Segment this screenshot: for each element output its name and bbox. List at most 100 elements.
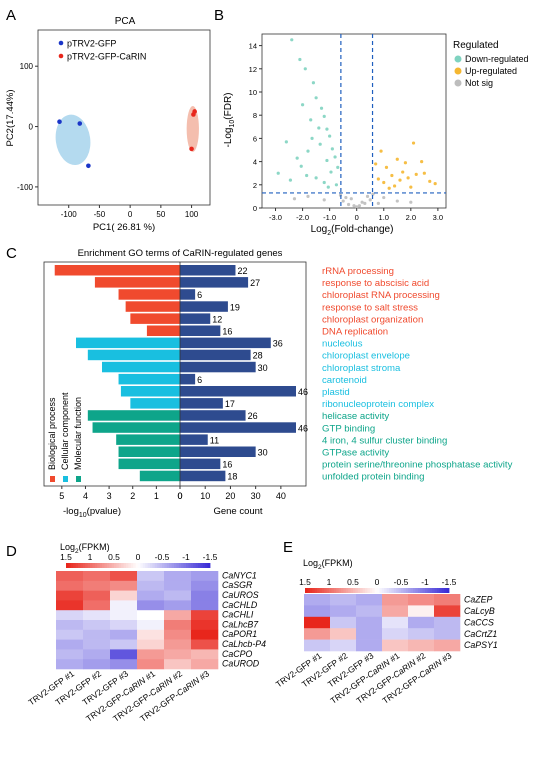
pca-y-tick-label: 0 [29,123,34,132]
volcano-point [298,57,302,62]
heatmap-cell [191,639,219,650]
volcano-threshold-lines [262,34,446,208]
color-scale-label: 1.5 [299,577,311,587]
category-swatch-cc [63,476,68,482]
gene-label: CaLhcB7 [222,619,259,629]
pca-ylabel: PC2(17.44%) [5,89,16,146]
go-pvalue-bar [125,301,180,312]
color-scale-step [111,563,115,568]
volcano-y-tick-label: 4 [253,158,257,167]
heatmap-cell [434,639,461,652]
volcano-point [334,183,339,187]
color-scale-step [68,563,72,568]
heatmap-cell [356,616,383,629]
color-scale-step [381,588,385,593]
go-count-label: 17 [225,399,235,409]
color-scale-step [386,588,390,593]
color-scale-step [415,588,419,593]
volcano-point [384,165,389,169]
go-right-tick-label: 30 [251,491,261,501]
panel-e-heatmap [304,594,461,652]
go-category-legend: Biological process Cellular component Mo… [47,392,83,482]
color-scale-step [176,563,180,568]
volcano-point [420,160,424,164]
gene-label: CaPSY1 [464,640,498,650]
legend-marker-pTRV2-GFP-CaRIN [58,53,64,59]
heatmap-cell [83,620,111,631]
color-scale-step [307,588,311,593]
volcano-point [325,127,329,131]
heatmap-cell [83,590,111,601]
go-term-label: helicase activity [322,411,389,422]
volcano-ylabel: -Log10(FDR) [223,92,236,147]
heatmap-cell [137,590,165,601]
color-scale-step [198,563,201,568]
color-scale-step [193,563,196,568]
volcano-points [276,38,437,209]
color-scale-step [379,588,383,593]
panel-c-plot-frame [43,261,307,487]
heatmap-cell [164,600,192,611]
volcano-point [333,155,337,159]
volcano-point [346,202,351,207]
panel-d-letter: D [6,543,17,560]
color-scale-label: -1.5 [442,577,457,587]
volcano-point [299,164,303,168]
volcano-point [428,179,432,183]
panel-b-plot-frame [261,33,447,209]
color-scale-step [353,588,356,593]
go-ticks: 5 4 3 2 1 00 10 20 30 40 [59,486,286,501]
heatmap-cell [304,628,331,640]
color-scale-step [166,563,170,568]
heatmap-cell [164,659,192,670]
color-scale-step [154,563,158,568]
legend-marker-ns [454,79,462,87]
heatmap-cell [56,659,84,670]
pca-ellipses [55,106,199,166]
panel-a-title: PCA [115,16,136,27]
go-count-bar [180,458,221,470]
go-count-bar [180,361,256,373]
color-scale-step [357,588,361,593]
panel-d-color-scale: 1.5 1 0.5 0 -0.5 -1 -1.5 [60,552,218,568]
volcano-point [376,201,380,205]
color-scale-step [152,563,156,568]
go-term-label: carotenoid [322,375,367,386]
pca-point [57,119,62,125]
go-pvalue-bar [118,458,180,470]
color-scale-label: 1 [88,552,93,562]
color-scale-step [75,563,79,568]
volcano-point [409,185,413,189]
volcano-point [325,158,329,163]
volcano-point [322,114,326,118]
color-scale-step [159,563,163,568]
panel-b: B -3.0 -2.0 -1.0 0 1.0 2.0 3.0 0 2 4 6 8 10 12 14 Log2… [214,7,529,237]
color-scale-step [432,588,435,593]
heatmap-cell [408,616,435,629]
panel-d-gene-labels: CaNYC1CaSGRCaUROSCaCHLDCaCHLICaLhcB7CaPO… [222,570,266,668]
go-pvalue-bar [118,373,180,385]
go-count-bar [180,386,296,397]
pca-y-tick-label: -100 [17,183,34,192]
color-scale-step [186,563,189,568]
legend-label-pTRV2-GFP: pTRV2-GFP [67,39,116,49]
volcano-point [336,165,340,169]
volcano-y-tick-label: 2 [253,181,257,190]
go-term-label: ribonucleoprotein complex [322,399,434,410]
volcano-point [303,67,307,71]
color-scale-label: -1 [182,552,190,562]
go-pvalue-bar [94,277,180,288]
heatmap-cell [382,605,409,618]
color-scale-step [66,563,69,568]
volcano-point [376,177,380,181]
color-scale-step [202,563,206,568]
volcano-point [392,184,397,188]
volcano-point [318,142,322,146]
go-term-label: chloroplast stroma [322,363,401,374]
legend-marker-down [454,55,462,63]
color-scale-step [150,563,153,568]
volcano-point [398,178,402,182]
color-scale-label: -1 [421,577,429,587]
heatmap-cell [110,659,138,670]
